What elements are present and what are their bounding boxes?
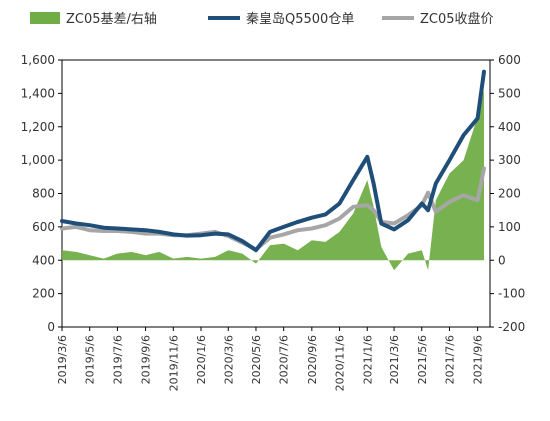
x-tick-label: 2020/11/6: [334, 335, 347, 391]
right-tick-label: -200: [498, 320, 525, 334]
x-tick-label: 2019/11/6: [167, 335, 180, 391]
legend-item-basis: ZC05基差/右轴: [30, 12, 157, 27]
x-tick-label: 2021/9/6: [472, 335, 485, 384]
x-tick-label: 2020/7/6: [278, 335, 291, 384]
left-tick-label: 0: [47, 320, 55, 334]
left-tick-label: 1,000: [21, 153, 55, 167]
x-tick-label: 2020/5/6: [250, 335, 263, 384]
series-layer: [60, 69, 486, 271]
x-tick-label: 2020/3/6: [222, 335, 235, 384]
x-tick-label: 2021/3/6: [388, 335, 401, 384]
x-tick-label: 2020/1/6: [195, 335, 208, 384]
right-tick-label: 200: [498, 187, 521, 201]
x-tick-label: 2021/5/6: [416, 335, 429, 384]
x-tick-label: 2019/5/6: [84, 335, 97, 384]
axes-layer: 0 200 400 600 800 1,000 1,200 1,400 1,600 -200 -10…: [21, 53, 526, 391]
right-tick-label: -100: [498, 287, 525, 301]
right-tick-label: 0: [498, 253, 506, 267]
right-tick-label: 500: [498, 86, 521, 100]
series-basis-area: [62, 90, 484, 271]
series-warehouse-line: [60, 69, 486, 253]
legend-swatch-basis: [30, 12, 60, 24]
legend-label-basis: ZC05基差/右轴: [66, 12, 157, 27]
legend-item-warehouse: 秦皇岛Q5500仓单: [208, 11, 354, 27]
right-tick-label: 300: [498, 153, 521, 167]
legend-label-close: ZC05收盘价: [420, 11, 494, 27]
left-tick-label: 1,600: [21, 53, 55, 67]
x-tick-label: 2020/9/6: [306, 335, 319, 384]
left-tick-label: 400: [32, 253, 55, 267]
left-tick-label: 800: [32, 187, 55, 201]
x-tick-label: 2019/9/6: [140, 335, 153, 384]
x-tick-label: 2019/3/6: [56, 335, 69, 384]
right-tick-label: 600: [498, 53, 521, 67]
right-tick-label: 100: [498, 220, 521, 234]
legend: ZC05基差/右轴 秦皇岛Q5500仓单 ZC05收盘价: [30, 11, 494, 27]
x-tick-label: 2021/7/6: [443, 335, 456, 384]
series-close-line: [60, 166, 486, 252]
left-tick-label: 200: [32, 287, 55, 301]
x-tick-label: 2021/1/6: [361, 335, 374, 384]
legend-item-close: ZC05收盘价: [382, 11, 494, 27]
legend-label-warehouse: 秦皇岛Q5500仓单: [246, 11, 354, 27]
left-tick-label: 1,400: [21, 86, 55, 100]
left-tick-label: 1,200: [21, 120, 55, 134]
left-tick-label: 600: [32, 220, 55, 234]
x-tick-label: 2019/7/6: [111, 335, 124, 384]
right-tick-label: 400: [498, 120, 521, 134]
